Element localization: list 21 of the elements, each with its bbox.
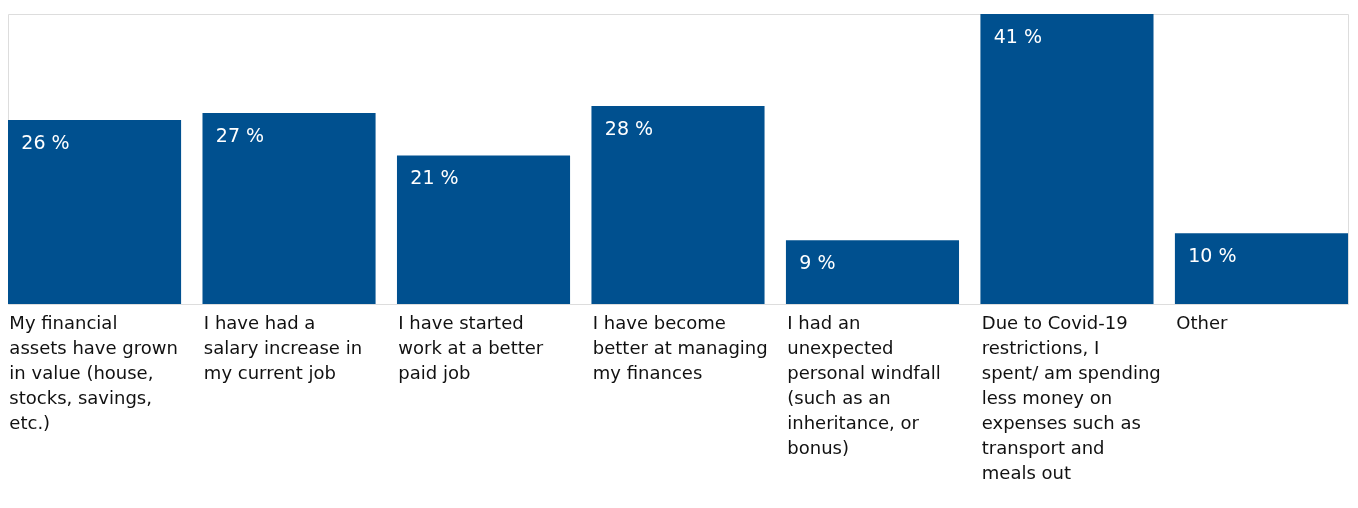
data-label: 41 % [993, 25, 1043, 47]
bar [591, 105, 765, 304]
x-tick-label: My financial assets have grown in value (house, stocks, savings, etc.) [9, 311, 178, 433]
bar [8, 120, 182, 304]
bar [1174, 233, 1348, 304]
data-label: 10 % [1188, 244, 1237, 267]
x-tick-label: I have become better at managing my finances [592, 311, 768, 383]
x-tick-label: I have had a salary increase in my current job [203, 311, 363, 383]
bar [396, 155, 571, 304]
x-tick-label: I have started work at a better paid job [398, 311, 544, 383]
bar [202, 113, 376, 304]
data-label: 27 % [215, 124, 265, 147]
x-tick-label: Due to Covid-19 restrictions, I spent/ am spending less money on expenses such as transport and meals out [981, 311, 1161, 483]
data-label: 28 % [604, 116, 654, 139]
x-tick-label: Other [1176, 311, 1228, 333]
data-label: 21 % [410, 166, 459, 189]
bar [785, 240, 960, 304]
bar [980, 14, 1154, 304]
x-tick-label: I had an unexpected personal windfall (such as an inheritance, or bonus) [787, 311, 941, 458]
data-label: 26 % [21, 131, 70, 154]
data-label: 9 % [799, 251, 836, 274]
